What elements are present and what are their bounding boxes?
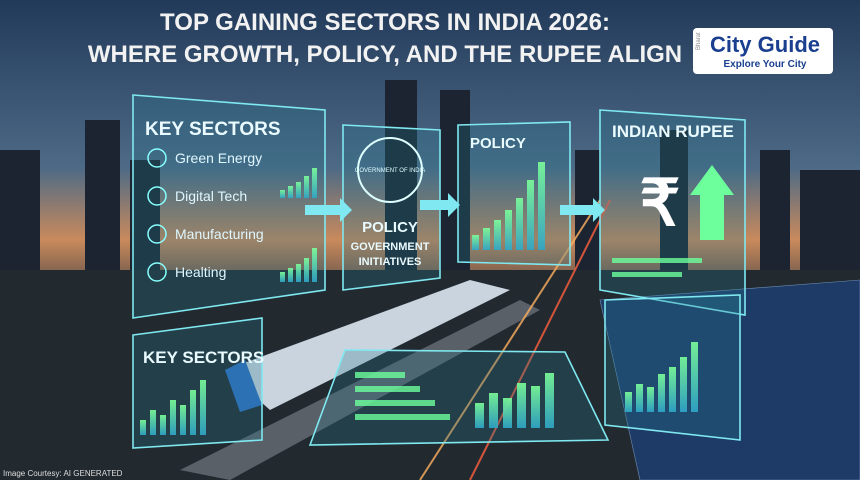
decor-bar xyxy=(625,392,632,412)
decor-bar xyxy=(472,235,479,250)
up-arrow xyxy=(690,165,734,240)
decor-bar xyxy=(180,405,186,435)
panel xyxy=(342,124,441,291)
decor-hbar xyxy=(355,414,450,420)
sector-label: Green Energy xyxy=(175,150,262,166)
panel-title: POLICY xyxy=(470,135,526,152)
decor-bar xyxy=(288,268,293,282)
sector-label: Digital Tech xyxy=(175,188,247,204)
logo-side: Bharat xyxy=(696,32,702,50)
panel xyxy=(132,94,326,319)
decor-bar xyxy=(505,210,512,250)
decor-hbar xyxy=(612,272,682,277)
decor-bar xyxy=(691,342,698,412)
decor-bar xyxy=(636,384,643,412)
decor-bar xyxy=(312,168,317,198)
decor-hbar xyxy=(355,386,420,392)
decor-bar xyxy=(304,176,309,198)
panel-title: KEY SECTORS xyxy=(145,119,281,140)
credit: Image Courtesy: AI GENERATED xyxy=(3,469,123,478)
decor-bar xyxy=(658,374,665,412)
solar-panels xyxy=(599,279,860,480)
sector-label: Manufacturing xyxy=(175,226,264,242)
panel-subtitle: GOVERNMENT xyxy=(351,241,430,253)
decor-bar xyxy=(288,186,293,198)
decor-bar xyxy=(538,162,545,250)
decor-bar xyxy=(312,248,317,282)
decor-bar xyxy=(545,373,554,428)
decor-bar xyxy=(503,398,512,428)
decor-bar xyxy=(296,264,301,282)
decor-bar xyxy=(680,357,687,412)
decor-bar xyxy=(280,272,285,282)
seal xyxy=(357,137,423,203)
sector-label: Healting xyxy=(175,264,226,280)
decor-bar xyxy=(669,367,676,412)
decor-bar xyxy=(140,420,146,435)
decor-hbar xyxy=(355,372,405,378)
panel-subtitle: INITIATIVES xyxy=(359,256,422,268)
sector-icon xyxy=(147,224,167,244)
decor-bar xyxy=(170,400,176,435)
decor-hbar xyxy=(355,400,435,406)
decor-bar xyxy=(517,383,526,428)
sector-icon xyxy=(147,186,167,206)
arrows xyxy=(305,193,605,222)
sector-icon xyxy=(147,148,167,168)
logo-box xyxy=(693,28,833,74)
panel-title: INDIAN RUPEE xyxy=(612,122,734,141)
decor-bar xyxy=(483,228,490,250)
decor-bar xyxy=(296,182,301,198)
panel-title: KEY SECTORS xyxy=(143,348,264,367)
decor-bar xyxy=(304,258,309,282)
logo: Bharat City Guide Explore Your City xyxy=(693,28,833,74)
decor-bar xyxy=(160,415,166,435)
sector-icon xyxy=(147,262,167,282)
decor-bar xyxy=(280,190,285,198)
decor-bar xyxy=(494,220,501,250)
panel xyxy=(308,349,610,446)
logo-brand: City Guide xyxy=(710,32,820,57)
decor-bar xyxy=(200,380,206,435)
decor-bar xyxy=(647,387,654,412)
title-line: TOP GAINING SECTORS IN INDIA 2026: xyxy=(160,9,610,36)
decor-bar xyxy=(190,390,196,435)
decor-bar xyxy=(489,393,498,428)
logo-tagline: Explore Your City xyxy=(724,59,807,70)
panel xyxy=(599,109,746,316)
rupee-symbol: ₹ xyxy=(640,167,681,239)
title-line: WHERE GROWTH, POLICY, AND THE RUPEE ALIG… xyxy=(88,41,682,68)
decor-bar xyxy=(150,410,156,435)
decor-bar xyxy=(516,198,523,250)
panel-title: POLICY xyxy=(362,219,418,236)
decor-bar xyxy=(475,403,484,428)
decor-hbar xyxy=(612,258,702,263)
decor-bar xyxy=(531,386,540,428)
decor-bar xyxy=(527,180,534,250)
seal-text: GOVERNMENT OF INDIA xyxy=(355,168,426,174)
